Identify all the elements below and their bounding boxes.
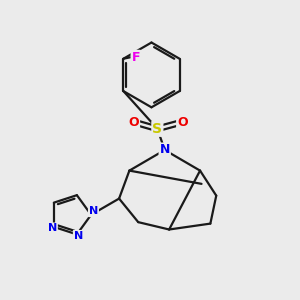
Text: S: S xyxy=(152,122,162,136)
Text: N: N xyxy=(89,206,98,216)
Text: O: O xyxy=(177,116,188,128)
Text: F: F xyxy=(131,51,140,64)
Text: N: N xyxy=(74,231,83,241)
Text: N: N xyxy=(48,224,57,233)
Text: N: N xyxy=(160,143,170,157)
Text: O: O xyxy=(128,116,139,128)
